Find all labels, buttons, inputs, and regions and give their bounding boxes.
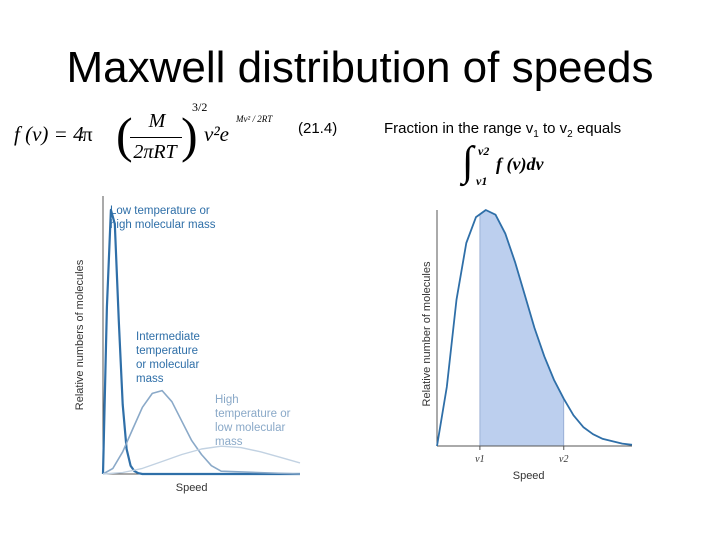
x-axis-label: Speed — [513, 470, 545, 482]
y-axis-label: Relative number of molecules — [421, 261, 433, 406]
formula-pi: π — [82, 122, 93, 146]
annotation-line: mass — [215, 436, 243, 448]
annotation-line: low molecular — [215, 422, 285, 434]
annotation-line: temperature — [136, 345, 198, 357]
series-line-1 — [101, 208, 300, 476]
formula-fraction-bar — [130, 137, 182, 138]
fraction-prefix: Fraction in the range v — [384, 120, 534, 137]
maxwell-formula: f (v) = 4 π ( M 2πRT ) 3/2 v²e Mv² / 2RT — [14, 100, 304, 170]
annotation-line: Low temperature or — [110, 205, 210, 217]
fraction-sub1: 1 — [533, 129, 539, 140]
formula-lhs: f (v) = 4 — [14, 122, 84, 146]
page-title: Maxwell distribution of speeds — [66, 43, 654, 92]
integral-expression: ∫ v2 v1 f (v)dv — [458, 139, 588, 192]
tick-label-2: v2 — [559, 454, 568, 465]
formula-denominator: 2πRT — [133, 141, 177, 163]
integral-upper: v2 — [478, 144, 490, 158]
left-distribution-chart: Low temperature or high molecular mass Int… — [74, 196, 301, 494]
annotation-line: mass — [136, 373, 164, 385]
integral-integrand: f (v)dv — [496, 154, 544, 174]
fraction-sub2: 2 — [567, 129, 573, 140]
series-line-2 — [102, 389, 301, 475]
series-annotation-3: High temperature or low molecular mass — [215, 394, 291, 448]
integral-lower: v1 — [476, 174, 488, 188]
integral-sign: ∫ — [462, 139, 474, 185]
equation-number: (21.4) — [298, 120, 338, 137]
formula-exponent: Mv² / 2RT — [236, 114, 273, 124]
formula-body: v²e — [204, 122, 229, 146]
fraction-suffix: equals — [572, 120, 622, 137]
tick-label-1: v1 — [475, 454, 484, 465]
series-annotation-2: Intermediate temperature or molecular mass — [136, 331, 200, 385]
formula-paren-right: ) — [181, 107, 198, 163]
shaded-area — [479, 210, 564, 446]
y-axis-label: Relative numbers of molecules — [74, 259, 86, 410]
annotation-line: or molecular — [136, 359, 199, 371]
series-line-3 — [102, 445, 301, 475]
annotation-line: temperature or — [215, 408, 291, 420]
formula-power: 3/2 — [192, 100, 208, 114]
annotation-line: Intermediate — [136, 331, 200, 343]
x-axis-label: Speed — [176, 482, 208, 494]
formula-paren-left: ( — [116, 107, 133, 163]
fraction-middle: to v — [538, 120, 568, 137]
annotation-line: high molecular mass — [110, 219, 216, 231]
distribution-curve — [436, 209, 633, 447]
right-distribution-chart: v1 v2 Speed Relative number of molecules — [421, 209, 633, 482]
formula-numerator: M — [148, 110, 166, 132]
series-annotation-1: Low temperature or high molecular mass — [110, 205, 216, 231]
annotation-line: High — [215, 394, 239, 406]
fraction-statement: Fraction in the range v1 to v2 equals — [384, 120, 621, 140]
